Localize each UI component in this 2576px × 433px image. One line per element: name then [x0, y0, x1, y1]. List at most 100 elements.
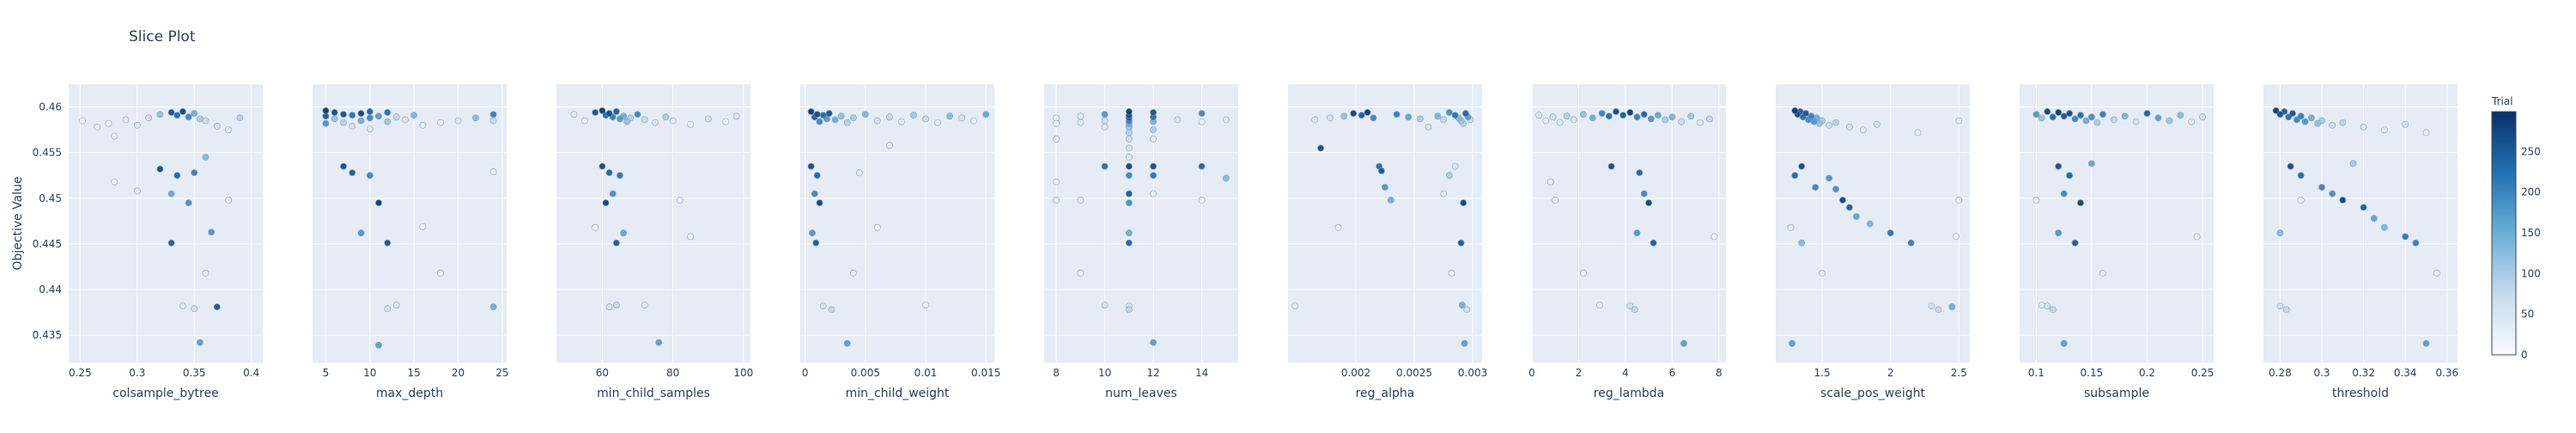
- data-point: [2370, 215, 2378, 223]
- data-point: [662, 113, 670, 121]
- x-tick-label: 1.5: [1814, 367, 1831, 379]
- data-point: [2272, 107, 2280, 114]
- x-axis-title: min_child_weight: [846, 387, 950, 400]
- data-point: [1150, 338, 1157, 346]
- data-point: [922, 115, 929, 123]
- x-tick-label: 0.003: [1458, 367, 1487, 379]
- data-point: [111, 132, 118, 140]
- data-point: [807, 107, 815, 115]
- data-point: [1150, 190, 1157, 198]
- data-point: [366, 107, 374, 115]
- data-point: [2422, 129, 2430, 137]
- y-tick-label: 0.455: [33, 147, 62, 159]
- data-point: [1101, 111, 1109, 118]
- data-point: [384, 108, 392, 116]
- data-point: [1077, 113, 1084, 120]
- data-point: [2132, 118, 2140, 125]
- data-point: [634, 111, 641, 118]
- x-axis-title: num_leaves: [1105, 387, 1177, 400]
- data-point: [732, 113, 740, 120]
- data-point: [1619, 112, 1627, 119]
- data-point: [1053, 178, 1060, 186]
- data-point: [722, 118, 730, 125]
- x-tick-label: 10: [363, 367, 376, 379]
- data-point: [1613, 107, 1619, 115]
- x-axis-title: threshold: [2332, 387, 2389, 400]
- x-tick-label: 2: [1576, 367, 1583, 379]
- data-point: [340, 162, 347, 170]
- data-point: [1463, 306, 1471, 314]
- x-tick-label: 2: [1887, 367, 1894, 379]
- data-point: [843, 339, 851, 347]
- data-point: [816, 199, 823, 206]
- data-point: [1535, 112, 1543, 119]
- data-point: [2301, 118, 2309, 125]
- data-point: [1448, 269, 1455, 277]
- data-point: [2093, 119, 2101, 126]
- data-point: [1378, 167, 1385, 174]
- data-point: [357, 117, 365, 125]
- data-point: [617, 172, 623, 180]
- data-point: [1802, 110, 1809, 117]
- data-point: [2193, 233, 2201, 241]
- data-point: [592, 223, 599, 231]
- data-point: [2339, 119, 2347, 126]
- colorbar-tick-label: 150: [2521, 227, 2541, 239]
- data-point: [357, 110, 365, 117]
- data-point: [122, 116, 130, 124]
- x-tick-label: 60: [596, 367, 609, 379]
- data-point: [2049, 113, 2057, 121]
- data-point: [855, 169, 863, 176]
- y-tick-label: 0.445: [33, 238, 62, 250]
- data-point: [2099, 111, 2106, 118]
- x-tick-label: 0.005: [851, 367, 880, 379]
- data-point: [384, 118, 392, 125]
- data-point: [105, 119, 112, 127]
- data-point: [609, 190, 617, 198]
- data-point: [1687, 113, 1695, 120]
- data-point: [1549, 113, 1557, 121]
- x-tick-label: 80: [666, 367, 679, 379]
- data-point: [489, 168, 497, 175]
- data-point: [873, 117, 881, 125]
- x-tick-label: 14: [1195, 367, 1208, 379]
- subplot-reg_alpha: 0.002 0.0025 0.003 reg_alpha: [1288, 84, 1487, 400]
- y-tick-label: 0.46: [39, 101, 62, 113]
- x-tick-label: 8: [1053, 367, 1060, 379]
- data-point: [1662, 116, 1669, 124]
- x-tick-label: 2.5: [1951, 367, 1967, 379]
- data-point: [2282, 306, 2290, 314]
- subplot-min_child_weight: 0 0.005 0.01 0.015 min_child_weight: [800, 84, 1000, 400]
- data-point: [602, 199, 610, 206]
- data-point: [437, 119, 444, 126]
- data-point: [2314, 119, 2322, 127]
- data-point: [617, 115, 623, 123]
- x-tick-label: 0.25: [2191, 367, 2215, 379]
- data-point: [1873, 120, 1880, 128]
- data-point: [2276, 229, 2284, 237]
- data-point: [2087, 160, 2095, 168]
- data-point: [704, 115, 712, 123]
- data-point: [1364, 108, 1371, 116]
- x-tick-label: 0.01: [914, 367, 938, 379]
- data-point: [472, 114, 479, 122]
- data-point: [1789, 339, 1795, 347]
- data-point: [828, 306, 835, 314]
- data-point: [2402, 233, 2409, 241]
- data-point: [331, 115, 338, 123]
- data-point: [384, 239, 392, 247]
- data-point: [2049, 306, 2057, 314]
- data-point: [208, 229, 216, 235]
- data-point: [1640, 111, 1648, 118]
- data-point: [1546, 178, 1554, 186]
- data-point: [825, 110, 833, 117]
- data-point: [1446, 108, 1453, 116]
- data-point: [1678, 118, 1686, 125]
- data-point: [1198, 110, 1206, 117]
- data-point: [2276, 302, 2284, 309]
- data-point: [454, 117, 462, 125]
- data-point: [1839, 196, 1846, 204]
- data-point: [2307, 114, 2315, 122]
- x-tick-label: 0.2: [2139, 367, 2155, 379]
- data-point: [2060, 190, 2068, 198]
